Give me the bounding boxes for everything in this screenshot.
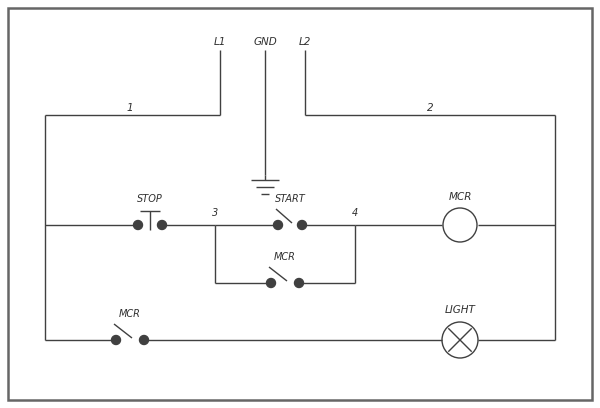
Text: L1: L1 xyxy=(214,37,226,47)
Circle shape xyxy=(112,335,121,344)
Text: START: START xyxy=(275,194,305,204)
Circle shape xyxy=(133,220,143,229)
Text: 3: 3 xyxy=(212,208,218,218)
Circle shape xyxy=(298,220,307,229)
Circle shape xyxy=(266,279,275,288)
Text: LIGHT: LIGHT xyxy=(445,305,475,315)
Text: MCR: MCR xyxy=(448,192,472,202)
Text: 4: 4 xyxy=(352,208,358,218)
Text: GND: GND xyxy=(253,37,277,47)
Circle shape xyxy=(139,335,149,344)
Circle shape xyxy=(157,220,167,229)
Circle shape xyxy=(295,279,304,288)
Text: MCR: MCR xyxy=(119,309,141,319)
Text: L2: L2 xyxy=(299,37,311,47)
Text: 2: 2 xyxy=(427,103,433,113)
Text: STOP: STOP xyxy=(137,194,163,204)
Text: 1: 1 xyxy=(127,103,133,113)
Text: MCR: MCR xyxy=(274,252,296,262)
Circle shape xyxy=(274,220,283,229)
